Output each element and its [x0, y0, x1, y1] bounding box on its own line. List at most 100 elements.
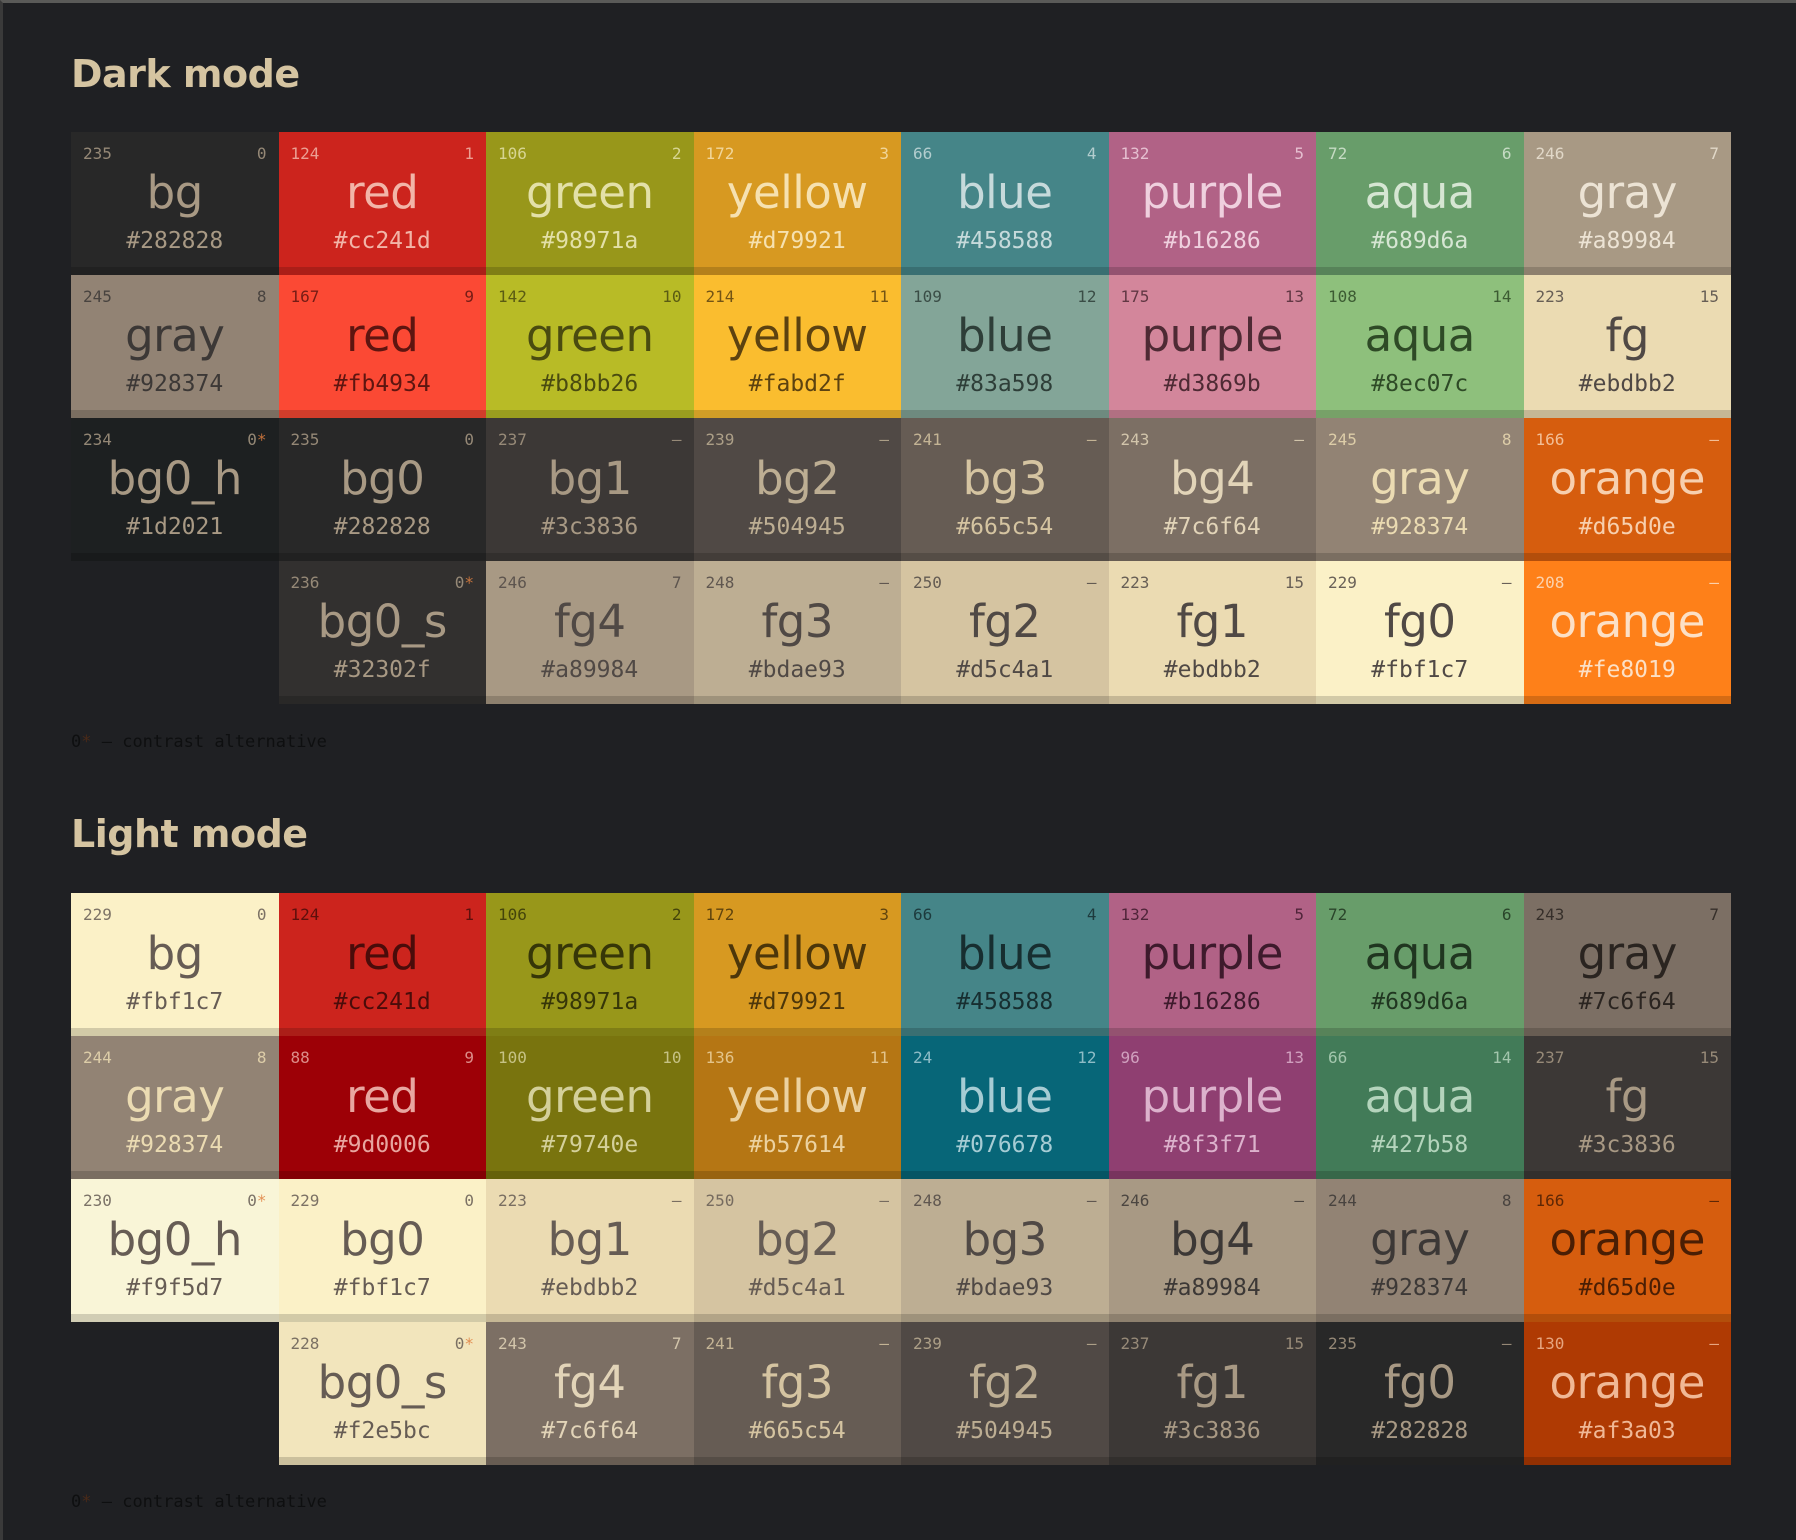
color-name: purple	[1141, 1070, 1284, 1123]
color-hex: #ebdbb2	[541, 1275, 639, 1301]
color-name: blue	[957, 927, 1053, 980]
color-name: gray	[125, 1070, 225, 1123]
color-name: bg0_s	[317, 1356, 448, 1409]
color-name: purple	[1141, 927, 1284, 980]
ansi-index-value: 9	[464, 287, 474, 306]
color-name: bg	[146, 166, 204, 219]
ansi-index: —	[879, 1334, 889, 1353]
color-name: green	[526, 309, 654, 362]
ansi-index-value: 0	[454, 1334, 465, 1353]
color-swatch-bg2: 250 — bg2 #d5c4a1	[693, 1179, 901, 1322]
xterm-index: 236	[290, 573, 320, 592]
color-swatch-bg2: 239 — bg2 #504945	[693, 418, 901, 561]
ansi-index: 2	[672, 144, 682, 163]
xterm-index: 108	[1328, 287, 1357, 306]
ansi-index: 0*	[247, 430, 266, 449]
ansi-index-value: 8	[256, 1048, 267, 1067]
color-hex: #504945	[956, 1418, 1054, 1444]
color-hex: #ebdbb2	[1578, 371, 1676, 397]
dark-mode-heading: Dark mode	[71, 52, 300, 96]
ansi-index-value: 4	[1086, 905, 1097, 924]
xterm-index: 208	[1535, 573, 1565, 592]
color-name: fg4	[553, 1356, 626, 1409]
ansi-index: 11	[870, 1048, 889, 1067]
ansi-index-value: 15	[1699, 287, 1719, 306]
xterm-index: 246	[498, 573, 527, 592]
color-hex: #282828	[333, 514, 431, 540]
palette-row: 228 0* bg0_s #f2e5bc 243 7 fg4 #7c6f64 241 — fg3 #6…	[71, 1322, 1731, 1465]
color-swatch-red: 124 1 red #cc241d	[278, 893, 486, 1036]
color-name: fg2	[968, 595, 1041, 648]
xterm-index: 166	[1535, 1191, 1565, 1210]
color-hex: #f2e5bc	[333, 1418, 431, 1444]
ansi-index: 0	[464, 1191, 474, 1210]
color-swatch-bg0: 235 0 bg0 #282828	[278, 418, 486, 561]
ansi-index: 15	[1285, 573, 1304, 592]
color-name: bg1	[547, 452, 633, 505]
color-swatch-red: 88 9 red #9d0006	[278, 1036, 486, 1179]
ansi-index-value: 8	[1501, 1191, 1512, 1210]
ansi-index-value: —	[1501, 573, 1512, 592]
xterm-index: 24	[913, 1048, 933, 1067]
color-hex: #fabd2f	[748, 371, 846, 397]
ansi-index-value: —	[879, 573, 889, 592]
color-name: red	[346, 927, 419, 980]
xterm-index: 235	[1328, 1334, 1357, 1353]
color-swatch-green: 106 2 green #98971a	[486, 132, 694, 275]
ansi-index: 8	[257, 287, 267, 306]
color-name: purple	[1141, 309, 1284, 362]
color-name: orange	[1549, 1213, 1706, 1266]
ansi-index-value: 6	[1501, 905, 1512, 924]
xterm-index: 223	[1120, 573, 1150, 592]
ansi-index-value: 4	[1086, 144, 1097, 163]
color-swatch-purple: 175 13 purple #d3869b	[1108, 275, 1316, 418]
ansi-index-value: 0	[256, 905, 267, 924]
color-name: aqua	[1364, 1070, 1476, 1123]
xterm-index: 96	[1120, 1048, 1140, 1067]
color-swatch-fg2: 239 — fg2 #504945	[901, 1322, 1109, 1465]
color-name: green	[526, 166, 654, 219]
ansi-index-value: 5	[1294, 144, 1304, 163]
color-swatch-fg1: 223 15 fg1 #ebdbb2	[1108, 561, 1316, 704]
color-name: green	[526, 927, 654, 980]
color-name: bg1	[547, 1213, 633, 1266]
ansi-index-value: 0	[454, 573, 465, 592]
color-hex: #076678	[956, 1132, 1054, 1158]
color-hex: #d65d0e	[1578, 514, 1676, 540]
color-name: fg1	[1176, 1356, 1249, 1409]
ansi-index: 1	[464, 905, 474, 924]
xterm-index: 132	[1120, 144, 1150, 163]
ansi-index: 0	[257, 144, 267, 163]
color-name: bg3	[962, 1213, 1048, 1266]
color-swatch-fg: 223 15 fg #ebdbb2	[1523, 275, 1731, 418]
ansi-index: 8	[1502, 430, 1512, 449]
ansi-index-value: —	[1709, 430, 1719, 449]
color-swatch-gray: 243 7 gray #7c6f64	[1523, 893, 1731, 1036]
ansi-index-value: —	[1086, 430, 1097, 449]
xterm-index: 248	[705, 573, 735, 592]
ansi-index-value: 6	[1501, 144, 1512, 163]
ansi-index: 13	[1285, 1048, 1304, 1067]
color-hex: #8f3f71	[1163, 1132, 1261, 1158]
xterm-index: 237	[1120, 1334, 1150, 1353]
color-name: fg0	[1383, 595, 1456, 648]
ansi-index-value: 10	[662, 1048, 682, 1067]
ansi-index-value: 1	[464, 144, 474, 163]
xterm-index: 237	[1535, 1048, 1565, 1067]
color-swatch-yellow: 172 3 yellow #d79921	[693, 132, 901, 275]
xterm-index: 239	[705, 430, 735, 449]
color-name: fg	[1605, 1070, 1650, 1123]
ansi-index: 8	[257, 1048, 267, 1067]
color-swatch-red: 124 1 red #cc241d	[278, 132, 486, 275]
color-hex: #665c54	[748, 1418, 846, 1444]
ansi-index: 10	[662, 287, 681, 306]
ansi-index: —	[1709, 430, 1719, 449]
color-hex: #32302f	[333, 657, 431, 683]
xterm-index: 166	[1535, 430, 1565, 449]
ansi-index: 0*	[247, 1191, 266, 1210]
color-hex: #427b58	[1371, 1132, 1469, 1158]
ansi-index: 6	[1502, 905, 1512, 924]
dark-mode-palette: 235 0 bg #282828 124 1 red #cc241d 106 2 green #989…	[71, 132, 1731, 704]
color-swatch-bg: 229 0 bg #fbf1c7	[71, 893, 279, 1036]
xterm-index: 66	[913, 144, 933, 163]
